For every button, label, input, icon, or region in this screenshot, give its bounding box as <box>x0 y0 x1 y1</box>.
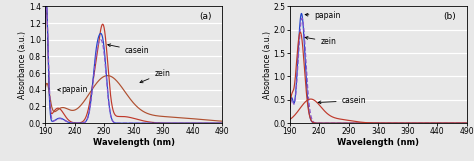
X-axis label: Wavelength (nm): Wavelength (nm) <box>337 138 419 147</box>
Text: papain: papain <box>305 11 341 20</box>
Y-axis label: Absorbance (a.u.): Absorbance (a.u.) <box>18 31 27 99</box>
Text: zein: zein <box>140 69 170 83</box>
Text: (a): (a) <box>199 12 212 21</box>
Text: casein: casein <box>108 44 149 55</box>
Y-axis label: Absorbance (a.u.): Absorbance (a.u.) <box>263 31 272 99</box>
X-axis label: Wavelength (nm): Wavelength (nm) <box>92 138 174 147</box>
Text: papain: papain <box>58 85 88 94</box>
Text: casein: casein <box>318 96 366 105</box>
Text: zein: zein <box>305 37 336 46</box>
Text: (b): (b) <box>444 12 456 21</box>
